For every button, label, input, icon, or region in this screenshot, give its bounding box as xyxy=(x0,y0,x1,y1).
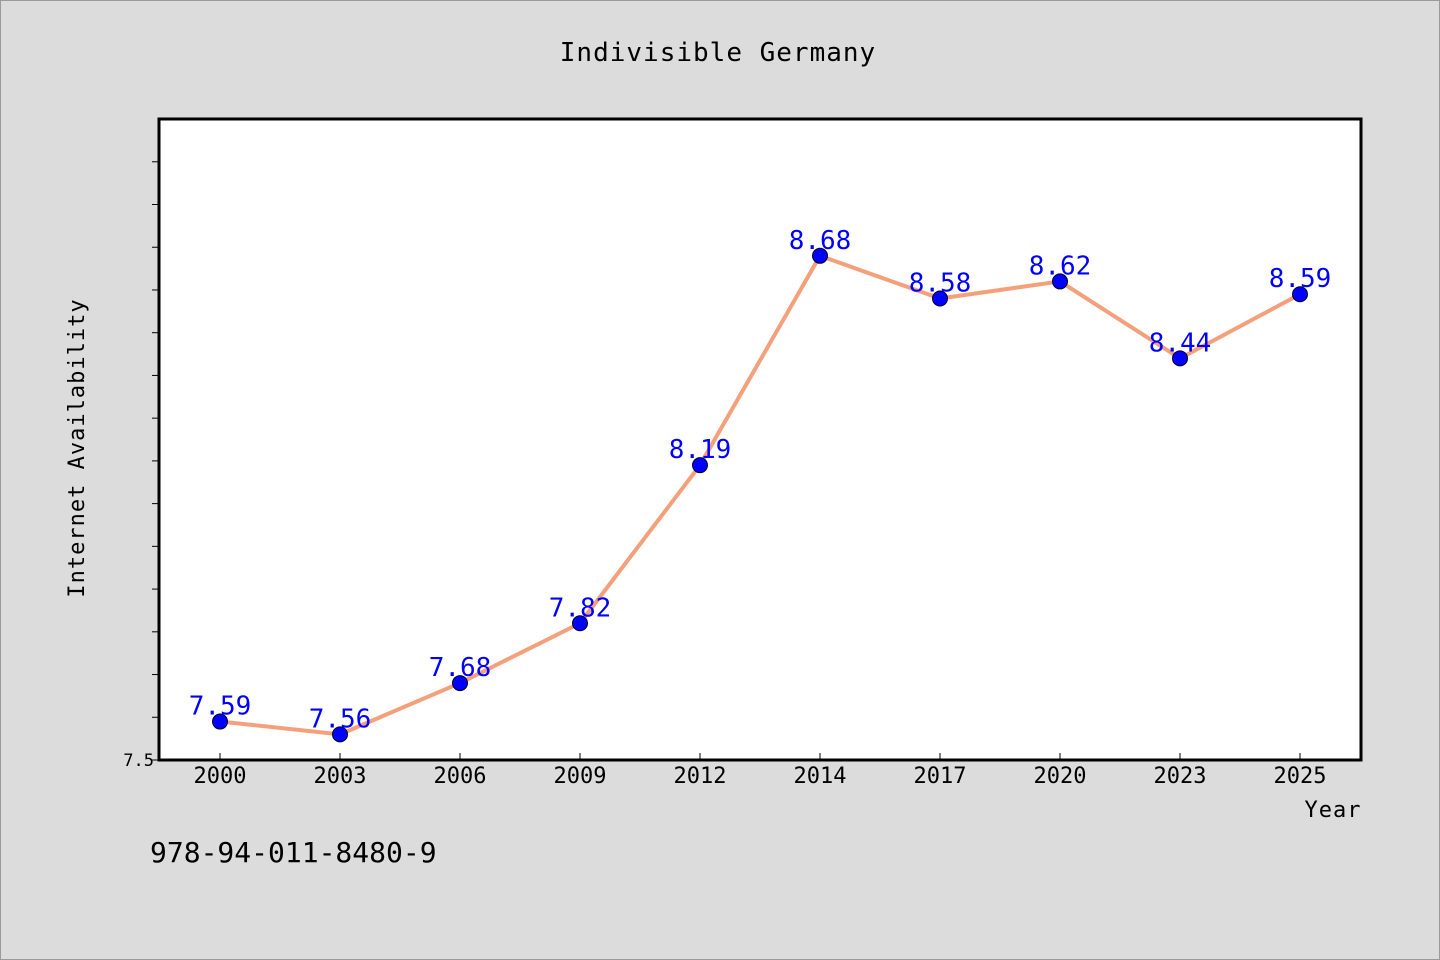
x-tick-label: 2003 xyxy=(314,764,367,789)
data-point xyxy=(1172,350,1188,367)
data-label: 7.82 xyxy=(549,593,612,623)
series-line xyxy=(218,253,1302,737)
isbn-text: 978-94-011-8480-9 xyxy=(150,836,437,869)
data-point xyxy=(332,726,348,743)
data-label: 7.59 xyxy=(189,692,252,722)
data-point xyxy=(572,615,588,632)
data-label: 8.19 xyxy=(669,435,732,465)
y-tick-label: 7.5 xyxy=(123,751,154,771)
x-tick-label: 2025 xyxy=(1274,764,1327,789)
data-point xyxy=(812,247,828,264)
x-tick-label: 2020 xyxy=(1034,764,1087,789)
data-label: 8.62 xyxy=(1029,251,1092,281)
data-label: 8.68 xyxy=(789,226,852,256)
data-label: 8.58 xyxy=(909,269,972,299)
x-tick-label: 2014 xyxy=(794,764,847,789)
data-label: 8.44 xyxy=(1149,328,1212,358)
x-axis-label: Year xyxy=(1305,798,1362,823)
data-point xyxy=(1052,273,1068,290)
x-tick-label: 2023 xyxy=(1154,764,1207,789)
data-point xyxy=(212,713,228,730)
data-point xyxy=(932,290,948,307)
data-point xyxy=(452,675,468,692)
x-tick-label: 2017 xyxy=(914,764,967,789)
plot-area xyxy=(157,117,1363,762)
data-label: 7.56 xyxy=(309,704,372,734)
chart-title: Indivisible Germany xyxy=(560,38,876,68)
data-label: 7.68 xyxy=(429,653,492,683)
y-axis-ticks: 7.5 xyxy=(123,161,159,771)
x-tick-label: 2006 xyxy=(434,764,487,789)
data-point xyxy=(1292,286,1308,303)
x-tick-label: 2000 xyxy=(194,764,247,789)
y-axis-label: Internet Availability xyxy=(65,298,90,597)
data-label: 8.59 xyxy=(1269,264,1332,294)
x-axis-ticks: 2000 2003 2006 2009 2012 2014 2017 2020 2023 2025 xyxy=(194,753,1327,789)
x-tick-label: 2009 xyxy=(554,764,607,789)
x-tick-label: 2012 xyxy=(674,764,727,789)
data-point xyxy=(692,457,708,474)
series-layer: 7.59 7.56 7.68 7.82 8.19 8.68 8.58 8.62 8.44 8.59 xyxy=(189,226,1332,743)
